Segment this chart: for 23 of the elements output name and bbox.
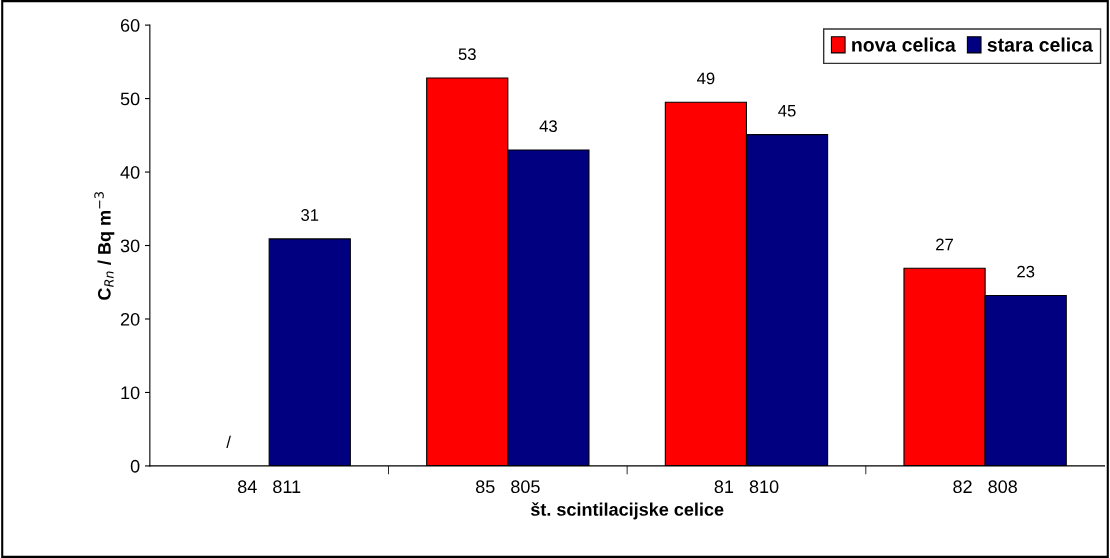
x-tick-label: 82 808: [953, 480, 1017, 494]
data-label: 53: [458, 48, 476, 61]
y-tick-label: 40: [120, 165, 140, 179]
y-tick-label: 60: [120, 19, 140, 32]
y-tick-label: 50: [120, 92, 140, 106]
data-label: 27: [936, 238, 953, 251]
y-tick-label: 20: [120, 312, 140, 326]
data-label: 23: [1017, 265, 1035, 278]
legend-label: stara celica: [987, 37, 1093, 52]
y-tick-label: 30: [120, 239, 140, 253]
text: /: [226, 435, 231, 448]
y-axis-title: C$_{Rn}$ / Bq m$^{−3}$: [94, 192, 115, 300]
legend-label: nova celica: [852, 37, 956, 52]
y-tick-label: 10: [121, 386, 140, 400]
x-tick-label: 85 805: [475, 480, 540, 494]
data-label: 43: [539, 120, 557, 133]
x-tick-label: 81 810: [714, 480, 779, 494]
x-tick-label: 84 811: [238, 480, 301, 494]
data-label: 49: [697, 72, 715, 85]
y-tick-label: 0: [130, 459, 140, 473]
data-label: 31: [301, 209, 319, 221]
data-label: 45: [778, 104, 796, 117]
x-axis-title: št. scintilacijske celice: [530, 502, 724, 520]
